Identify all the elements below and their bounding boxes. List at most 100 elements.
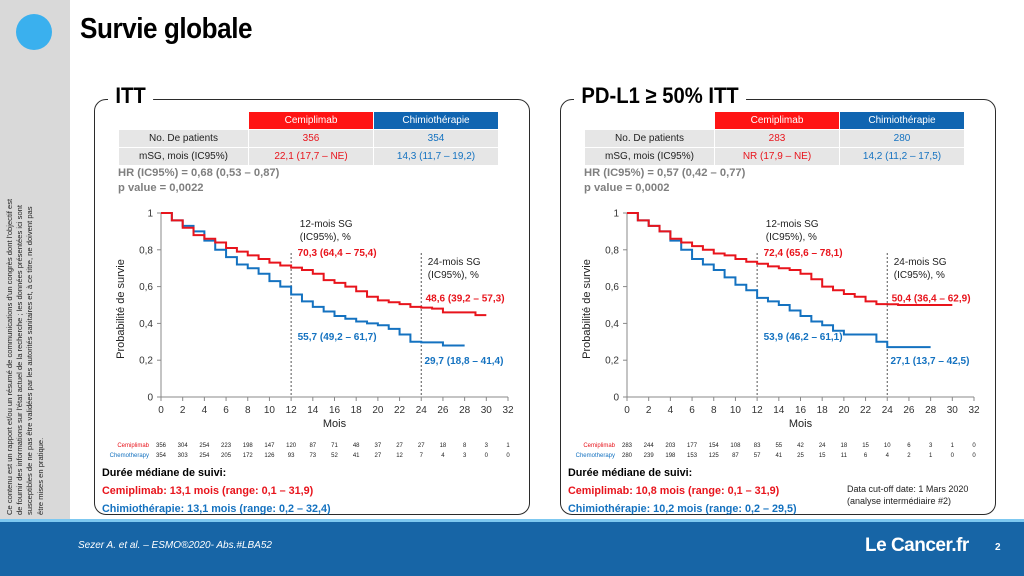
risk-count: 177 xyxy=(687,443,698,449)
summary-table: Cemiplimab Chimiothérapie No. De patient… xyxy=(118,111,499,166)
slide-title: Survie globale xyxy=(80,13,253,45)
panel-frame xyxy=(560,99,996,515)
row-label: No. De patients xyxy=(118,129,249,148)
x-tick-label: 22 xyxy=(394,405,406,416)
panel-itt: ITT Cemiplimab Chimiothérapie No. De pat… xyxy=(94,83,530,515)
x-tick-label: 16 xyxy=(795,405,807,416)
risk-count: 303 xyxy=(178,453,189,459)
label-12m: 12-mois SG xyxy=(300,219,353,230)
risk-count: 0 xyxy=(972,453,976,459)
left-sidebar: Ce contenu est un rapport et/ou un résum… xyxy=(0,0,70,522)
risk-count: 254 xyxy=(199,453,210,459)
risk-count: 4 xyxy=(886,453,890,459)
citation: Sezer A. et al. – ESMO®2020- Abs.#LBA52 xyxy=(78,540,272,551)
label-24m: 24-mois SG xyxy=(428,257,481,268)
followup-block: Durée médiane de suivi: Cemiplimab: 10,8… xyxy=(568,464,797,518)
risk-count: 0 xyxy=(972,443,976,449)
label-12m: 12-mois SG xyxy=(766,219,819,230)
risk-count: 0 xyxy=(485,453,489,459)
brand-logo: Le Cancer.fr xyxy=(865,535,969,556)
risk-count: 11 xyxy=(841,453,848,459)
header-cemiplimab: Cemiplimab xyxy=(714,111,840,130)
risk-count: 4 xyxy=(441,453,445,459)
x-tick-label: 14 xyxy=(307,405,319,416)
risk-count: 154 xyxy=(709,443,720,449)
row-label: No. De patients xyxy=(584,129,715,148)
risk-count: 147 xyxy=(264,443,275,449)
p-value: p value = 0,0002 xyxy=(584,182,670,194)
chemo-12m-value: 55,7 (49,2 – 61,7) xyxy=(298,332,377,343)
followup-title: Durée médiane de suivi: xyxy=(102,467,227,479)
followup-title: Durée médiane de suivi: xyxy=(568,467,693,479)
y-tick-label: 0,2 xyxy=(139,356,153,367)
panel-frame xyxy=(94,99,530,515)
x-tick-label: 2 xyxy=(646,405,652,416)
cemi-value: 356 xyxy=(248,129,374,148)
cemi-value: 22,1 (17,7 – NE) xyxy=(248,147,374,166)
risk-count: 7 xyxy=(420,453,424,459)
x-tick-label: 6 xyxy=(223,405,229,416)
risk-count: 2 xyxy=(907,453,911,459)
risk-row-label: Cemiplimab xyxy=(117,443,149,449)
risk-count: 1 xyxy=(929,453,933,459)
risk-count: 0 xyxy=(506,453,510,459)
chemo-24m-value: 27,1 (13,7 – 42,5) xyxy=(891,356,970,367)
label-24m-ci: (IC95%), % xyxy=(428,270,479,281)
x-tick-label: 10 xyxy=(730,405,742,416)
y-axis-label: Probabilité de survie xyxy=(581,259,593,359)
risk-count: 244 xyxy=(644,443,655,449)
x-tick-label: 20 xyxy=(372,405,384,416)
x-tick-label: 30 xyxy=(481,405,493,416)
header-cemiplimab: Cemiplimab xyxy=(248,111,374,130)
hr-block: HR (IC95%) = 0,57 (0,42 – 0,77) p value … xyxy=(584,166,745,196)
cemi-24m-value: 48,6 (39,2 – 57,3) xyxy=(426,293,505,304)
y-tick-label: 0,2 xyxy=(605,356,619,367)
risk-count: 27 xyxy=(375,453,382,459)
km-chart: 00,20,40,60,810 2 4 6 8 10 12 14 16 18 20 22 24 26 28 3… xyxy=(110,209,514,460)
risk-count: 27 xyxy=(396,443,403,449)
label-24m: 24-mois SG xyxy=(894,257,947,268)
label-24m-ci: (IC95%), % xyxy=(894,270,945,281)
page-number: 2 xyxy=(995,542,1001,553)
risk-count: 254 xyxy=(199,443,210,449)
y-tick-label: 0,6 xyxy=(605,282,619,293)
risk-count: 304 xyxy=(178,443,189,449)
chemo-12m-value: 53,9 (46,2 – 61,1) xyxy=(764,332,843,343)
risk-count: 41 xyxy=(353,453,360,459)
x-tick-label: 26 xyxy=(437,405,449,416)
risk-count: 126 xyxy=(264,453,275,459)
risk-count: 3 xyxy=(485,443,489,449)
risk-count: 354 xyxy=(156,453,167,459)
risk-count: 239 xyxy=(644,453,655,459)
y-tick-label: 0,8 xyxy=(605,245,619,256)
panel-title: PD-L1 ≥ 50% ITT xyxy=(574,83,747,109)
km-chart: 00,20,40,60,810 2 4 6 8 10 12 14 16 18 20 22 24 26 28 3… xyxy=(576,209,980,460)
risk-count: 125 xyxy=(709,453,720,459)
followup-cemi: Cemiplimab: 10,8 mois (range: 0,1 – 31,9… xyxy=(568,485,780,497)
chemo-value: 14,2 (11,2 – 17,5) xyxy=(839,147,965,166)
header-chemo: Chimiothérapie xyxy=(839,111,965,130)
risk-count: 73 xyxy=(309,453,316,459)
x-tick-label: 26 xyxy=(903,405,915,416)
risk-count: 198 xyxy=(243,443,254,449)
header-chemo: Chimiothérapie xyxy=(373,111,499,130)
footer-bar: Sezer A. et al. – ESMO®2020- Abs.#LBA52 … xyxy=(0,519,1024,576)
risk-count: 205 xyxy=(221,453,232,459)
cutoff-note: Data cut-off date: 1 Mars 2020 (analyse … xyxy=(847,484,969,506)
hr-text: HR (IC95%) = 0,57 (0,42 – 0,77) xyxy=(584,167,746,179)
x-tick-label: 30 xyxy=(947,405,959,416)
risk-row-label: Cemiplimab xyxy=(583,443,615,449)
risk-row-label: Chemotherapy xyxy=(576,453,615,459)
x-tick-label: 32 xyxy=(502,405,514,416)
x-tick-label: 24 xyxy=(882,405,894,416)
y-tick-label: 0,8 xyxy=(139,245,153,256)
panel-pdl1: PD-L1 ≥ 50% ITT Cemiplimab Chimiothérapi… xyxy=(560,83,996,515)
risk-count: 3 xyxy=(929,443,933,449)
x-axis-label: Mois xyxy=(323,418,347,430)
x-tick-label: 18 xyxy=(351,405,363,416)
cemi-12m-value: 70,3 (64,4 – 75,4) xyxy=(298,248,377,259)
hr-text: HR (IC95%) = 0,68 (0,53 – 0,87) xyxy=(118,167,280,179)
risk-count: 57 xyxy=(754,453,761,459)
followup-chemo: Chimiothérapie: 10,2 mois (range: 0,2 – … xyxy=(568,503,797,515)
x-tick-label: 32 xyxy=(968,405,980,416)
